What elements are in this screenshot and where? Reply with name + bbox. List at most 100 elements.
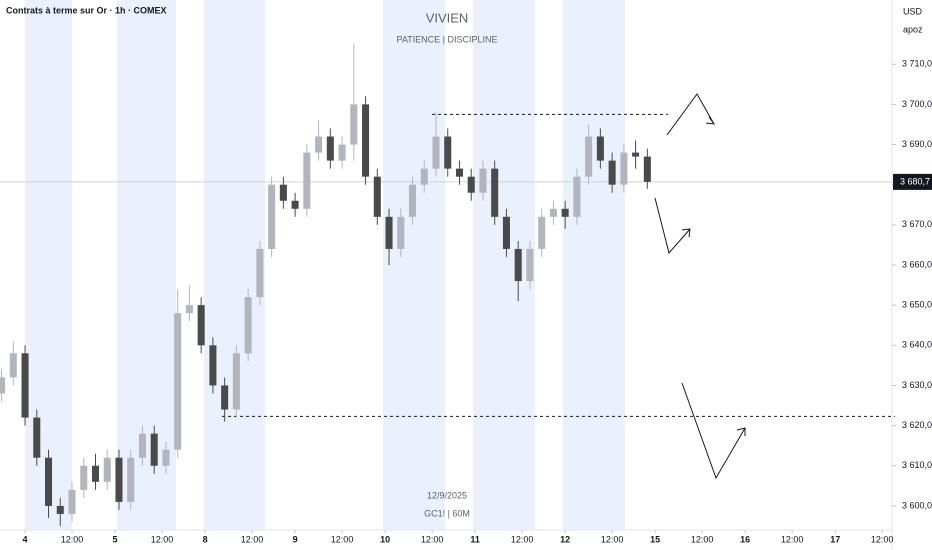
candle-body: [455, 168, 464, 177]
y-tick-label: 3 620,0: [902, 420, 932, 430]
candle-body: [103, 457, 111, 482]
y-tick-label: 3 710,0: [902, 59, 932, 69]
candle-body: [244, 297, 252, 354]
candle-body: [596, 136, 604, 161]
x-tick-label: 12:00: [871, 534, 894, 544]
x-tick-label: 12:00: [511, 534, 534, 544]
arrows: [654, 93, 746, 480]
candle-body: [479, 168, 487, 193]
candle-body: [56, 505, 64, 514]
x-tick-label: 8: [203, 534, 208, 544]
candle-body: [420, 168, 428, 185]
candle-body: [209, 345, 217, 386]
band: [563, 0, 625, 530]
candle-body: [115, 457, 123, 502]
x-tick-label: 12:00: [61, 534, 84, 544]
x-tick-label: 12:00: [331, 534, 354, 544]
watermark-subtitle: PATIENCE | DISCIPLINE: [396, 34, 497, 44]
candle-body: [362, 104, 370, 177]
candle-body: [80, 465, 88, 490]
candle-body: [514, 248, 522, 282]
currency: USD: [903, 6, 923, 16]
candle-body: [303, 152, 311, 209]
candle-body: [268, 184, 276, 249]
candle-body: [491, 168, 499, 217]
candle-body: [561, 208, 569, 217]
candle-body: [538, 216, 546, 249]
candle-body: [315, 136, 323, 153]
candle-body: [467, 176, 475, 193]
chart-title: Contrats à terme sur Or · 1h · COMEX: [6, 5, 167, 15]
candle-body: [185, 305, 193, 314]
candle-body: [91, 465, 100, 482]
candle-body: [150, 433, 158, 466]
candle-body: [279, 184, 287, 201]
x-tick-label: 4: [23, 534, 28, 544]
y-tick-label: 3 700,0: [902, 99, 932, 109]
x-tick-label: 15: [650, 534, 660, 544]
watermark-symbol: GC1! | 60M: [424, 508, 470, 518]
arrow-head: [736, 427, 746, 436]
x-tick-label: 12:00: [781, 534, 804, 544]
candle-body: [9, 353, 17, 378]
candle-body: [408, 184, 417, 217]
candle-body: [632, 152, 640, 157]
candle-body: [338, 144, 346, 161]
user: apoz: [903, 24, 923, 34]
candle-body: [608, 160, 616, 185]
candle-body: [221, 385, 229, 410]
candle-body: [197, 305, 205, 346]
candle-body: [573, 176, 581, 217]
candle-body: [385, 216, 393, 249]
candle-body: [138, 433, 146, 458]
x-tick-label: 12: [560, 534, 570, 544]
candle-body: [502, 216, 510, 249]
candle-body: [397, 216, 405, 249]
candle-body: [174, 313, 182, 450]
x-tick-label: 17: [830, 534, 840, 544]
last-price-box: [893, 173, 932, 190]
band: [25, 0, 72, 530]
arrow: [654, 197, 691, 255]
x-tick-label: 5: [113, 534, 118, 544]
candle-body: [21, 353, 29, 418]
watermark-title: VIVIEN: [426, 10, 469, 25]
y-tick-label: 3 670,0: [902, 219, 932, 229]
candle-body: [643, 156, 651, 182]
x-tick-label: 12:00: [691, 534, 714, 544]
candle-body: [432, 136, 440, 169]
candle-body: [585, 136, 593, 177]
y-tick-label: 3 650,0: [902, 300, 932, 310]
band: [473, 0, 535, 530]
band: [204, 0, 265, 530]
candle-body: [162, 449, 170, 466]
x-tick-label: 10: [380, 534, 390, 544]
watermark-date: 12/9/2025: [427, 490, 467, 500]
candle-body: [620, 152, 628, 185]
candle-body: [444, 136, 452, 169]
candle-body: [549, 208, 557, 217]
candle-body: [291, 200, 299, 209]
x-tick-label: 9: [293, 534, 298, 544]
y-tick-label: 3 610,0: [902, 460, 932, 470]
x-tick-label: 12:00: [421, 534, 444, 544]
x-tick-label: 11: [470, 534, 480, 544]
x-tick-label: 16: [740, 534, 750, 544]
candle-body: [326, 136, 334, 161]
candle-body: [127, 457, 135, 502]
candle-body: [0, 377, 6, 394]
candle-body: [256, 248, 264, 298]
arrow: [681, 382, 746, 480]
candle-body: [350, 104, 358, 145]
y-tick-label: 3 660,0: [902, 259, 932, 269]
candle-body: [232, 353, 240, 410]
x-tick-label: 12:00: [601, 534, 624, 544]
y-tick-label: 3 690,0: [902, 139, 932, 149]
band: [383, 0, 445, 530]
arrow: [666, 93, 715, 136]
candle-body: [526, 248, 534, 282]
candle-body: [68, 489, 76, 514]
y-tick-label: 3 640,0: [902, 340, 932, 350]
